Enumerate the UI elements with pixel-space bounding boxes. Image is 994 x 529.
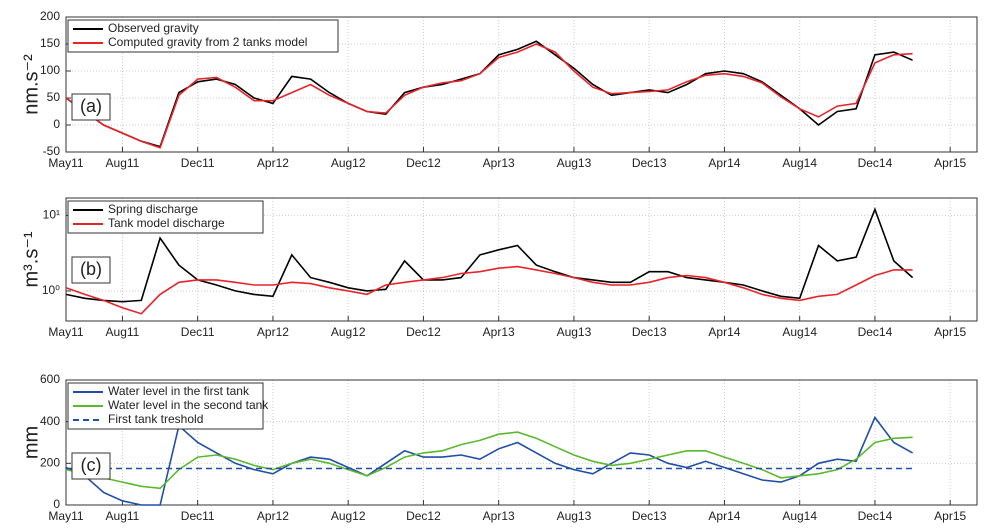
x-tick-label: Dec13 — [632, 156, 667, 170]
panel-label-text: (a) — [80, 96, 102, 116]
y-tick-label: 100 — [40, 63, 60, 77]
series-line — [65, 207, 914, 303]
y-tick-label: 50 — [47, 90, 61, 104]
x-tick-label: Dec12 — [406, 325, 441, 339]
series-line — [65, 40, 913, 148]
y-tick-label: 10¹ — [43, 208, 60, 222]
x-tick-label: May11 — [48, 325, 83, 339]
y-tick-label: 0 — [53, 497, 60, 511]
x-tick-label: Apr15 — [934, 156, 966, 170]
x-tick-label: May11 — [48, 156, 83, 170]
x-tick-label: Dec11 — [181, 509, 215, 523]
x-tick-label: Aug11 — [106, 509, 140, 523]
x-tick-label: Apr15 — [934, 509, 966, 523]
legend-label: First tank treshold — [108, 412, 203, 426]
x-tick-label: Aug11 — [106, 325, 140, 339]
x-tick-label: Apr12 — [257, 156, 289, 170]
y-tick-label: 200 — [40, 9, 60, 23]
x-tick-label: Aug12 — [331, 325, 366, 339]
plot-frame — [65, 379, 978, 506]
x-tick-label: Aug14 — [782, 156, 817, 170]
legend-label: Spring discharge — [108, 202, 198, 216]
series-line — [65, 415, 913, 506]
panel-label: (c) — [71, 452, 111, 480]
series-line — [65, 43, 913, 149]
legend-label: Water level in the first tank — [108, 384, 250, 398]
legend-box — [67, 200, 264, 234]
x-tick-label: Aug13 — [557, 325, 592, 339]
panel-label-box — [71, 93, 111, 121]
y-axis-label: mm — [20, 426, 42, 459]
legend-box — [67, 19, 339, 53]
x-tick-label: Aug12 — [331, 156, 366, 170]
x-tick-label: Aug12 — [331, 509, 366, 523]
x-tick-label: Aug13 — [557, 509, 592, 523]
series-line — [65, 431, 913, 490]
panel-label: (b) — [71, 256, 111, 284]
legend-label: Water level in the second tank — [108, 398, 269, 412]
panel-label-text: (b) — [80, 259, 102, 279]
plot-frame — [65, 197, 978, 322]
x-tick-label: Apr14 — [708, 156, 740, 170]
series-line — [65, 265, 913, 315]
y-tick-label: 600 — [40, 372, 60, 386]
x-tick-label: Apr12 — [257, 509, 289, 523]
x-tick-label: Apr15 — [934, 325, 966, 339]
x-tick-label: Apr13 — [483, 509, 515, 523]
plot-frame — [65, 16, 978, 153]
panel-label-box — [71, 256, 111, 284]
x-tick-label: Dec14 — [858, 325, 893, 339]
x-tick-label: Dec14 — [858, 156, 893, 170]
panel: -50 0 50 100 150 200 May11 Aug11 Dec11 Apr12 Aug12… — [20, 9, 978, 170]
y-axis-label: m³.s⁻¹ — [20, 231, 42, 287]
x-tick-label: Apr14 — [708, 509, 740, 523]
x-tick-label: Dec12 — [406, 156, 441, 170]
x-tick-label: Aug13 — [557, 156, 592, 170]
y-tick-label: -50 — [43, 144, 61, 158]
x-tick-label: Aug14 — [782, 509, 817, 523]
panel: 0 200 400 600 May11 Aug11 Dec11 Apr12 Aug12 Dec12… — [20, 372, 978, 523]
y-tick-label: 200 — [40, 456, 60, 470]
x-tick-label: Apr13 — [483, 156, 515, 170]
x-tick-label: Dec13 — [632, 325, 667, 339]
x-tick-label: Dec11 — [181, 156, 215, 170]
legend-label: Computed gravity from 2 tanks model — [108, 35, 307, 49]
x-tick-label: Dec14 — [858, 509, 893, 523]
x-tick-label: May11 — [48, 509, 83, 523]
y-axis-label: nm.s⁻² — [20, 54, 42, 115]
x-tick-label: Apr12 — [257, 325, 289, 339]
x-tick-label: Aug14 — [782, 325, 817, 339]
legend-label: Observed gravity — [108, 21, 199, 35]
x-tick-label: Dec11 — [181, 325, 215, 339]
x-tick-label: Apr13 — [483, 325, 515, 339]
x-tick-label: Dec12 — [406, 509, 441, 523]
panel-label-text: (c) — [81, 455, 102, 475]
y-tick-label: 400 — [40, 414, 60, 428]
y-tick-label: 10⁰ — [42, 283, 60, 297]
x-tick-label: Aug11 — [106, 156, 140, 170]
x-tick-label: Dec13 — [632, 509, 667, 523]
panel-label-box — [71, 452, 111, 480]
y-tick-label: 0 — [53, 117, 60, 131]
panel-label: (a) — [71, 93, 111, 121]
panel: 10⁰ 10¹ May11 Aug11 Dec11 Apr12 Aug12 Dec12 Apr1… — [20, 197, 978, 339]
y-tick-label: 150 — [40, 36, 60, 50]
x-tick-label: Apr14 — [708, 325, 740, 339]
legend-label: Tank model discharge — [108, 216, 225, 230]
